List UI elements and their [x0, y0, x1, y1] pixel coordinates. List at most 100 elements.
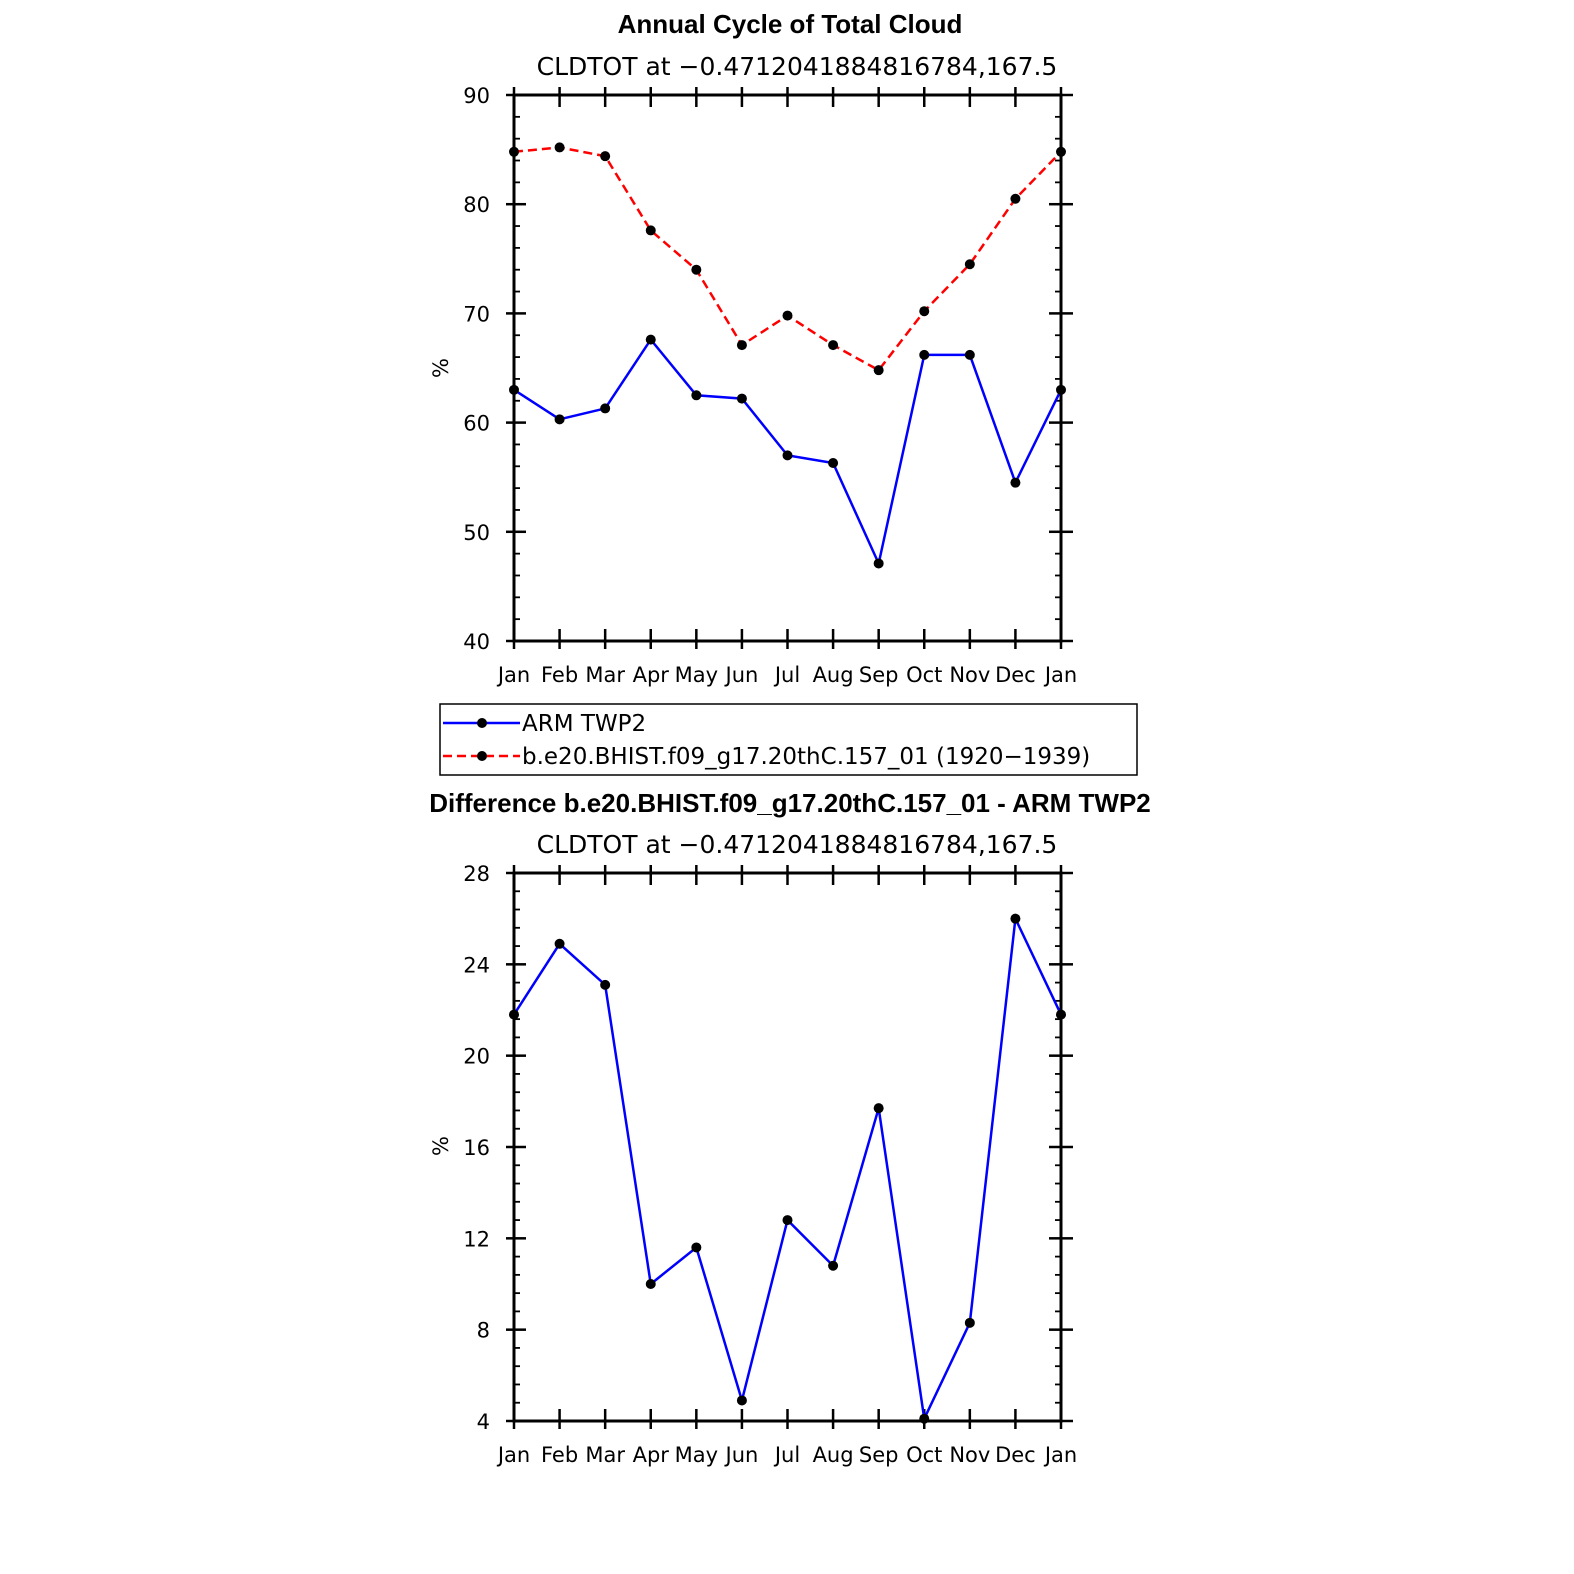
chart-title: Difference b.e20.BHIST.f09_g17.20thC.157… [429, 788, 1151, 818]
chart-title: Annual Cycle of Total Cloud [618, 9, 963, 39]
x-tick-label: Jul [773, 1443, 800, 1467]
x-tick-label: Jan [1043, 1443, 1077, 1467]
data-point [919, 349, 930, 360]
x-tick-label: Jan [496, 1443, 530, 1467]
data-point [1056, 146, 1066, 157]
annual-cycle-panel: Annual Cycle of Total Cloud CLDTOT at −0… [429, 9, 1077, 687]
x-tick-label: Feb [541, 663, 578, 687]
data-point [782, 450, 793, 461]
data-point [554, 414, 565, 425]
x-tick-label: Jan [496, 663, 530, 687]
y-tick-label: 80 [463, 193, 490, 217]
x-tick-label: Mar [585, 663, 625, 687]
data-point [645, 334, 656, 345]
data-point [509, 1009, 519, 1020]
data-point [736, 393, 747, 404]
data-point [1010, 193, 1021, 204]
data-point [782, 310, 793, 321]
data-point [600, 403, 611, 414]
legend-marker-model [477, 751, 487, 761]
data-point [828, 458, 839, 469]
y-axis-label: % [429, 1136, 453, 1156]
legend-marker-arm-twp2 [477, 718, 487, 728]
data-point [554, 938, 565, 949]
data-point [1056, 1009, 1066, 1020]
data-point [645, 225, 656, 236]
legend-box [439, 703, 1138, 776]
x-tick-label: Nov [949, 1443, 990, 1467]
x-tick-label: Feb [541, 1443, 578, 1467]
data-point [600, 979, 611, 990]
data-point [919, 306, 930, 317]
plot-frame [512, 93, 1063, 643]
plot-frame [512, 871, 1063, 1423]
x-tick-label: Aug [813, 663, 854, 687]
x-tick-label: May [675, 663, 718, 687]
y-tick-label: 4 [477, 1410, 490, 1434]
data-point [736, 340, 747, 351]
x-tick-label: Oct [906, 663, 942, 687]
x-tick-label: Aug [813, 1443, 854, 1467]
data-point [736, 1395, 747, 1406]
y-tick-label: 16 [463, 1136, 490, 1160]
difference-panel: Difference b.e20.BHIST.f09_g17.20thC.157… [429, 788, 1151, 1467]
x-tick-label: Jul [773, 663, 800, 687]
data-point [509, 146, 519, 157]
x-tick-label: Dec [995, 1443, 1036, 1467]
data-point [600, 151, 611, 162]
data-point [828, 1260, 839, 1271]
x-tick-label: Dec [995, 663, 1036, 687]
y-tick-label: 60 [463, 412, 490, 436]
x-tick-label: Jun [724, 663, 759, 687]
y-tick-label: 70 [463, 302, 490, 326]
data-point [1056, 384, 1066, 395]
y-tick-label: 28 [463, 862, 490, 886]
x-tick-label: Mar [585, 1443, 625, 1467]
data-point [964, 349, 975, 360]
x-tick-label: Oct [906, 1443, 942, 1467]
legend-label-arm-twp2: ARM TWP2 [522, 711, 646, 737]
data-point [919, 1413, 930, 1424]
x-tick-label: Apr [633, 1443, 670, 1467]
data-point [554, 142, 565, 153]
y-tick-label: 50 [463, 521, 490, 545]
data-point [782, 1215, 793, 1226]
x-tick-label: Apr [633, 663, 670, 687]
series-line-1 [513, 146, 1062, 372]
x-tick-label: Sep [859, 1443, 899, 1467]
chart-subtitle: CLDTOT at −0.4712041884816784,167.5 [537, 52, 1058, 81]
axes: Jan Feb Mar Apr May Jun Jul Aug Sep Oct Nov Dec Jan4… [463, 84, 1077, 687]
data-point [691, 264, 702, 275]
data-point [691, 390, 702, 401]
y-tick-label: 90 [463, 84, 490, 108]
data-point [509, 384, 519, 395]
data-point [964, 259, 975, 270]
y-tick-label: 24 [463, 953, 490, 977]
data-point [645, 1279, 656, 1289]
y-axis-label: % [429, 358, 453, 378]
data-point [873, 558, 884, 569]
y-tick-label: 20 [463, 1045, 490, 1069]
data-point [828, 340, 839, 351]
data-point [1010, 477, 1021, 488]
data-point [873, 1103, 884, 1114]
y-tick-label: 40 [463, 630, 490, 654]
x-tick-label: Jan [1043, 663, 1077, 687]
plot-area [509, 913, 1066, 1424]
y-tick-label: 12 [463, 1227, 490, 1251]
x-tick-label: Jun [724, 1443, 759, 1467]
x-tick-label: May [675, 1443, 718, 1467]
data-point [873, 365, 884, 376]
legend-label-model: b.e20.BHIST.f09_g17.20thC.157_01 (1920−1… [522, 744, 1090, 770]
data-point [691, 1242, 702, 1253]
x-tick-label: Nov [949, 663, 990, 687]
x-tick-label: Sep [859, 663, 899, 687]
data-point [1010, 913, 1021, 924]
axes: Jan Feb Mar Apr May Jun Jul Aug Sep Oct Nov Dec Jan4… [463, 862, 1077, 1467]
chart-subtitle: CLDTOT at −0.4712041884816784,167.5 [537, 830, 1058, 859]
data-point [964, 1317, 975, 1328]
plot-area [509, 142, 1066, 569]
y-tick-label: 8 [477, 1319, 490, 1343]
series-line-0 [512, 914, 1063, 1423]
